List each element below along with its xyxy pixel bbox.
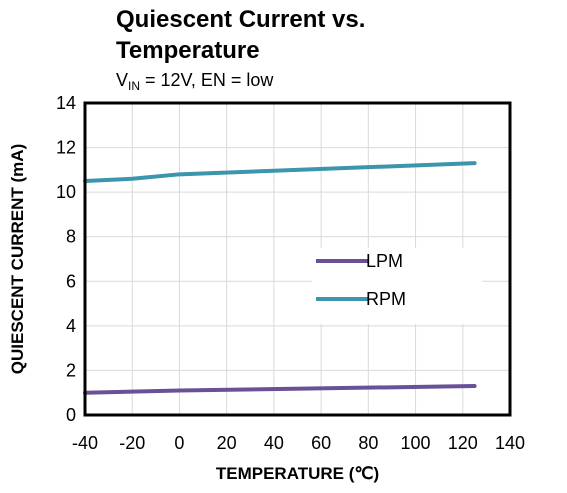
x-axis-ticks: -40 -20 0 20 40 60 80 100 120 140: [72, 433, 525, 453]
series-line-rpm: [83, 161, 477, 183]
subtitle-subscript: IN: [128, 79, 141, 93]
y-tick-label: 4: [66, 316, 76, 336]
x-axis-title: TEMPERATURE (℃): [216, 464, 379, 483]
x-tick-label: 80: [358, 433, 378, 453]
x-tick-label: 0: [174, 433, 184, 453]
subtitle-v: V: [116, 70, 129, 90]
x-tick-label: -40: [72, 433, 98, 453]
y-tick-label: 6: [66, 271, 76, 291]
x-tick-label: 60: [311, 433, 331, 453]
legend: LPM RPM: [312, 248, 482, 324]
y-tick-label: 12: [56, 138, 76, 158]
chart-subtitle: VIN = 12V, EN = low: [116, 70, 273, 93]
y-tick-label: 14: [56, 93, 76, 113]
y-tick-label: 10: [56, 182, 76, 202]
y-tick-label: 2: [66, 360, 76, 380]
chart-title: Quiescent Current vs. Temperature: [116, 6, 366, 64]
x-tick-label: 20: [217, 433, 237, 453]
legend-label-lpm: LPM: [366, 251, 403, 271]
x-tick-label: 140: [495, 433, 525, 453]
y-tick-label: 0: [66, 405, 76, 425]
x-tick-label: 40: [264, 433, 284, 453]
x-tick-label: 120: [448, 433, 478, 453]
y-tick-label: 8: [66, 227, 76, 247]
y-axis-ticks: 0 2 4 6 8 10 12 14: [56, 93, 76, 425]
series-lines: [83, 161, 477, 395]
x-tick-label: 100: [401, 433, 431, 453]
plot-area-border: [83, 101, 512, 417]
subtitle-conditions: = 12V, EN = low: [140, 70, 274, 90]
series-line-lpm: [83, 384, 477, 395]
x-tick-label: -20: [119, 433, 145, 453]
legend-label-rpm: RPM: [366, 289, 406, 309]
y-axis-title: QUIESCENT CURRENT (mA): [8, 144, 27, 374]
